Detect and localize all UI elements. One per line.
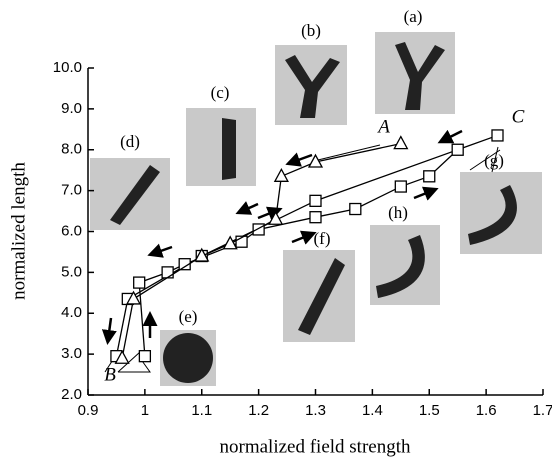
photo-shape: [468, 185, 517, 245]
y-tick-label: 6.0: [61, 222, 82, 239]
arrows: [101, 129, 501, 373]
x-tick-label: 1.4: [362, 402, 383, 419]
y-tick-label: 9.0: [61, 100, 82, 117]
y-axis-title: normalized length: [8, 162, 29, 300]
arrow: [147, 243, 173, 258]
point: [394, 180, 407, 193]
x-tick-label: 1.2: [248, 402, 269, 419]
y-tick-label: 2.0: [61, 386, 82, 403]
arrow: [257, 206, 283, 221]
point: [114, 349, 130, 364]
point: [349, 202, 362, 216]
point: [194, 247, 210, 262]
photo-c: [186, 108, 256, 186]
x-tick-label: 1.3: [305, 402, 326, 419]
point: [309, 211, 322, 224]
point: [309, 194, 322, 207]
point: [138, 350, 152, 363]
annotation: (e): [179, 307, 198, 326]
photo-shape: [285, 55, 340, 118]
arrow: [437, 129, 463, 144]
x-tick-label: 1: [141, 402, 149, 419]
photo-shape: [376, 235, 425, 298]
annotation: (h): [388, 203, 408, 222]
annotation: (a): [404, 7, 423, 26]
point: [235, 235, 248, 248]
annotation: (g): [484, 151, 504, 170]
arrow: [413, 186, 439, 201]
x-tick-label: 0.9: [78, 402, 99, 419]
annotation: (d): [120, 132, 140, 151]
point: [222, 235, 238, 250]
photo-shape: [395, 42, 445, 110]
point: [178, 258, 191, 271]
annotation: C: [512, 106, 525, 127]
annotation: (c): [211, 83, 230, 102]
annotation: A: [376, 116, 390, 137]
point: [491, 129, 504, 142]
pointer: [317, 144, 501, 173]
point: [268, 210, 284, 225]
x-tick-label: 1.7: [533, 402, 552, 419]
x-tick-label: 1.1: [191, 402, 212, 419]
photos: [90, 32, 542, 386]
annotation: B: [104, 364, 116, 385]
annotation: (f): [314, 229, 331, 248]
point: [451, 143, 464, 156]
point: [133, 276, 146, 289]
annotation: (b): [301, 21, 321, 40]
y-tick-label: 7.0: [61, 182, 82, 199]
x-axis-title: normalized field strength: [220, 436, 411, 457]
arrow: [101, 317, 117, 345]
point: [252, 223, 265, 236]
point: [161, 266, 174, 279]
y-tick-label: 3.0: [61, 345, 82, 362]
y-tick-label: 5.0: [61, 263, 82, 280]
photo-shape: [222, 118, 236, 180]
photo-shape: [110, 165, 160, 225]
x-tick-label: 1.6: [476, 402, 497, 419]
arrow: [235, 201, 259, 215]
point: [393, 135, 409, 150]
y-tick-label: 10.0: [53, 59, 82, 76]
y-tick-label: 8.0: [61, 141, 82, 158]
y-tick-label: 4.0: [61, 304, 82, 321]
point: [307, 153, 324, 168]
photo-shape: [163, 333, 213, 383]
arrow: [285, 152, 313, 167]
photo-shape: [298, 258, 345, 335]
point: [423, 170, 436, 183]
point: [273, 167, 289, 182]
x-tick-label: 1.5: [419, 402, 440, 419]
arrow: [291, 230, 317, 245]
point: [125, 290, 142, 305]
